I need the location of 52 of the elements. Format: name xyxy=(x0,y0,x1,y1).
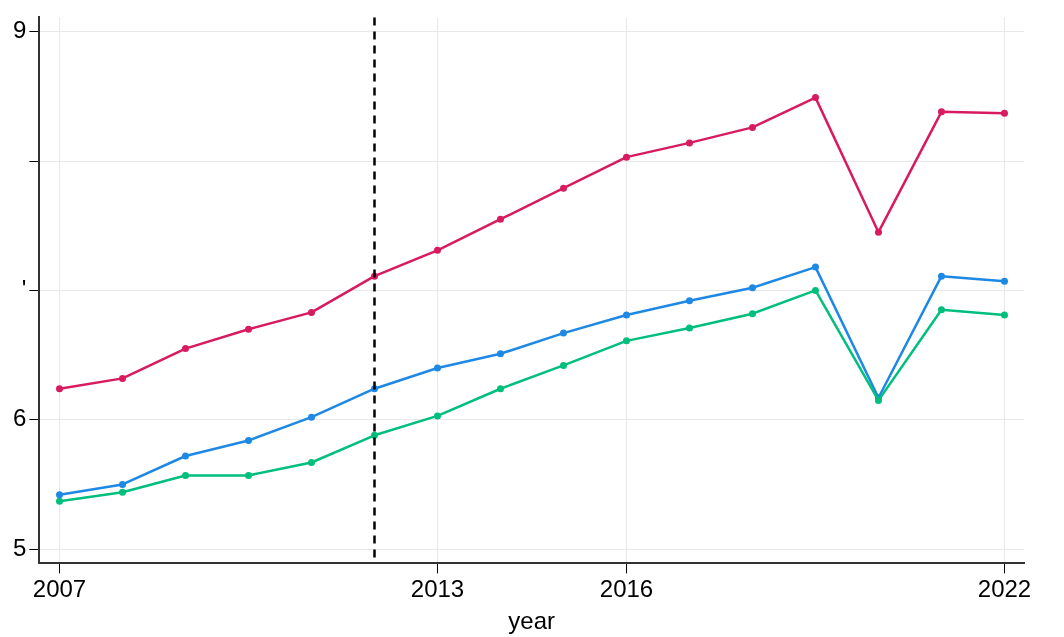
point xyxy=(308,458,315,466)
point xyxy=(56,385,64,393)
point xyxy=(559,329,567,337)
point xyxy=(433,246,441,254)
point xyxy=(245,436,252,444)
point xyxy=(685,297,693,305)
point xyxy=(748,284,756,292)
point xyxy=(937,272,945,280)
point xyxy=(1000,109,1008,117)
y-tick-label: ' xyxy=(21,275,27,303)
y-tick-label: 5 xyxy=(12,533,27,561)
point xyxy=(56,491,64,499)
point xyxy=(559,361,567,369)
point xyxy=(937,306,945,314)
x-axis-title: year xyxy=(508,607,556,635)
point xyxy=(245,471,252,479)
point xyxy=(685,324,693,332)
point xyxy=(308,413,315,421)
x-tick-label: 2007 xyxy=(32,575,87,603)
point xyxy=(182,345,189,353)
x-tick-label: 2022 xyxy=(977,575,1032,603)
point xyxy=(496,350,504,358)
point xyxy=(182,471,189,479)
point xyxy=(811,263,819,271)
point xyxy=(182,452,189,460)
point xyxy=(496,385,504,393)
x-tick-label: 2013 xyxy=(410,575,465,603)
point xyxy=(1000,311,1008,319)
point xyxy=(119,374,126,382)
x-tick-label: 2016 xyxy=(599,575,654,603)
point xyxy=(811,286,819,294)
point xyxy=(433,412,441,420)
point xyxy=(56,497,64,505)
point xyxy=(559,184,567,192)
y-tick-label: 9 xyxy=(12,16,27,44)
point xyxy=(811,94,819,102)
point xyxy=(748,123,756,131)
point xyxy=(874,228,882,236)
point xyxy=(685,139,693,147)
point xyxy=(937,108,945,116)
point xyxy=(308,308,315,316)
point xyxy=(1000,277,1008,285)
point xyxy=(496,215,504,223)
point xyxy=(622,337,630,345)
point xyxy=(622,153,630,161)
y-tick-label: 6 xyxy=(12,404,27,432)
point xyxy=(622,311,630,319)
point xyxy=(748,310,756,318)
point xyxy=(433,364,441,372)
point xyxy=(245,325,252,333)
point xyxy=(119,480,126,488)
point xyxy=(119,488,126,496)
